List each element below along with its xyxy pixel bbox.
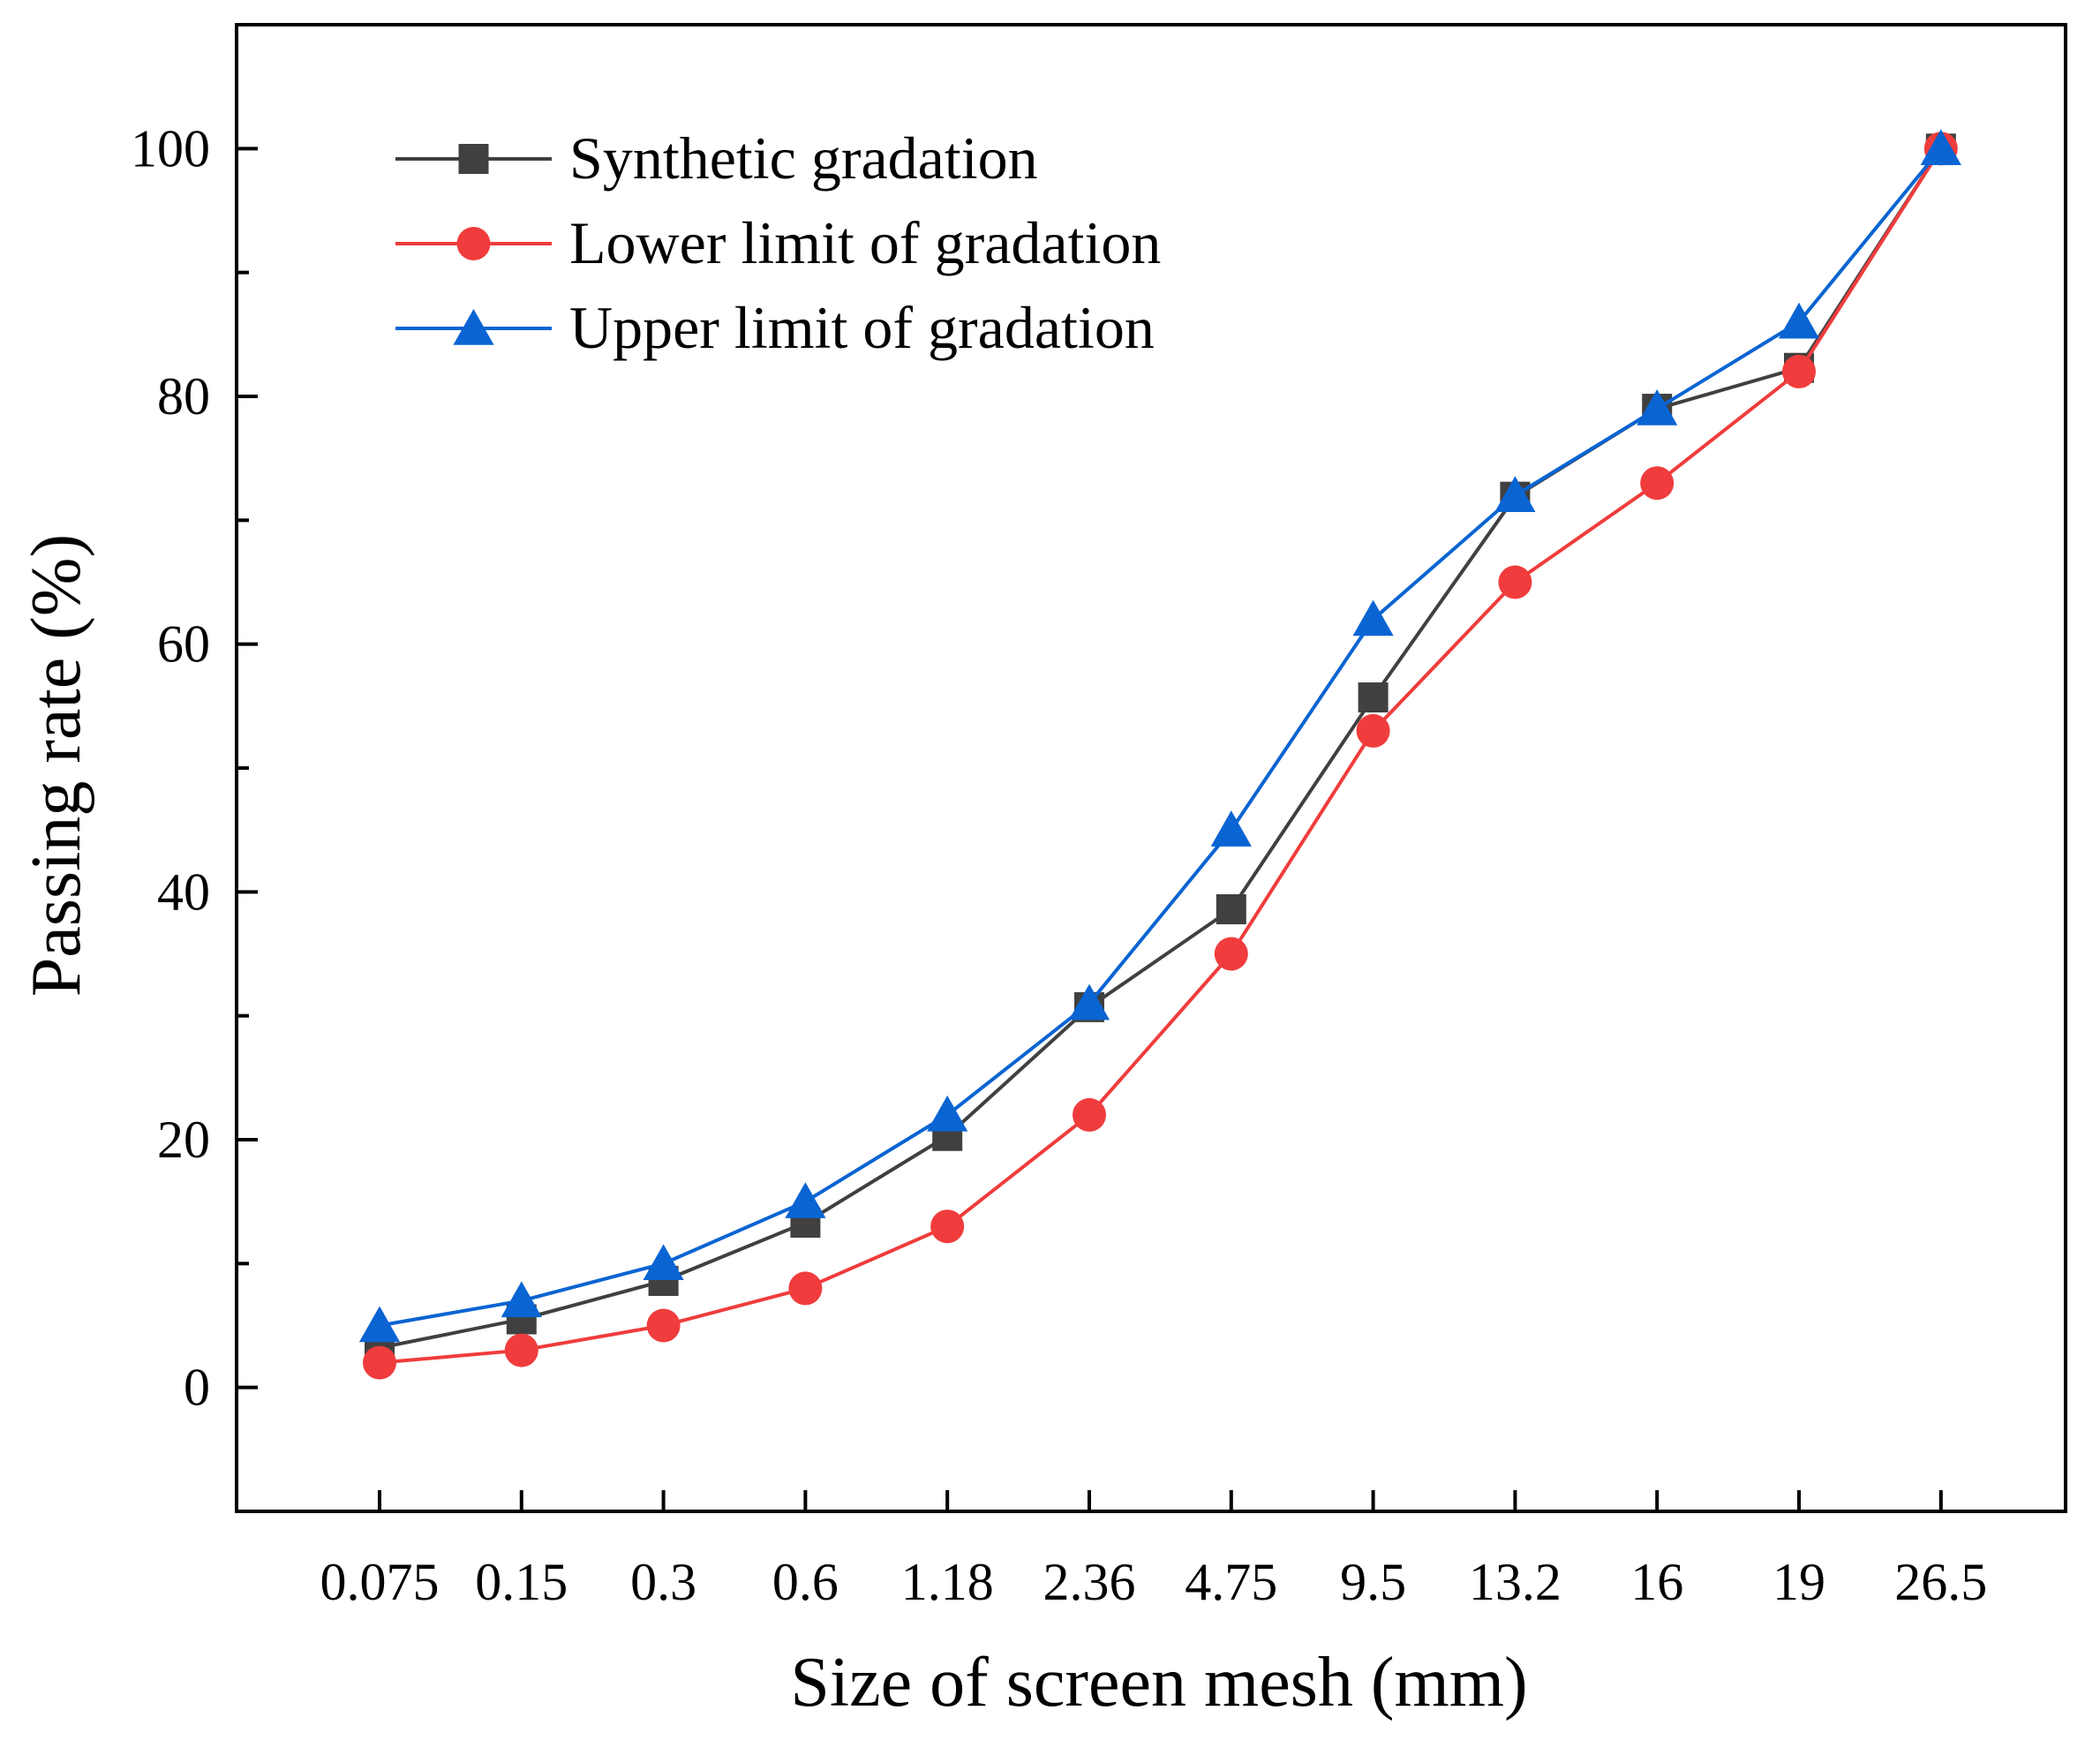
x-tick-label: 2.36 bbox=[1043, 1553, 1136, 1611]
data-point bbox=[1920, 129, 1961, 166]
data-point bbox=[1216, 893, 1246, 924]
x-tick-label: 4.75 bbox=[1185, 1553, 1277, 1611]
data-point bbox=[1782, 354, 1816, 388]
data-point bbox=[1358, 682, 1389, 713]
legend-label: Upper limit of gradation bbox=[569, 294, 1155, 361]
x-tick-label: 0.6 bbox=[772, 1553, 839, 1611]
data-point bbox=[1073, 1097, 1106, 1132]
x-tick-label: 0.075 bbox=[320, 1553, 440, 1611]
data-point bbox=[1778, 302, 1820, 339]
data-point bbox=[788, 1271, 823, 1306]
legend-label: Lower limit of gradation bbox=[569, 209, 1161, 276]
x-axis-title: Size of screen mesh (mm) bbox=[790, 1644, 1527, 1721]
y-tick-label: 20 bbox=[157, 1111, 210, 1169]
axes-layer: 0 20 40 60 80 100 0.075 0.15 0.3 0.6 1.18 2.36 4.75 9… bbox=[131, 23, 2067, 1611]
data-point bbox=[1214, 937, 1248, 971]
data-point bbox=[358, 1306, 401, 1343]
legend-marker bbox=[453, 309, 494, 345]
data-point bbox=[927, 1095, 968, 1132]
data-point bbox=[646, 1308, 681, 1343]
y-tick-label: 40 bbox=[157, 862, 210, 921]
legend-entry: Synthetic gradation bbox=[395, 124, 1038, 192]
data-point bbox=[1210, 810, 1252, 847]
data-point bbox=[1356, 713, 1390, 748]
x-tick-label: 26.5 bbox=[1894, 1553, 1987, 1611]
data-point bbox=[1494, 476, 1536, 512]
x-tick-label: 19 bbox=[1773, 1553, 1825, 1611]
series-line bbox=[379, 147, 1943, 1328]
data-point bbox=[501, 1281, 542, 1318]
legend-label: Synthetic gradation bbox=[569, 124, 1038, 192]
series-2 bbox=[358, 129, 1961, 1343]
data-point bbox=[643, 1244, 684, 1281]
data-point bbox=[1640, 466, 1675, 501]
legend-marker bbox=[458, 144, 489, 174]
x-tick-label: 13.2 bbox=[1469, 1553, 1562, 1611]
data-point bbox=[1498, 565, 1532, 599]
x-tick-label: 1.18 bbox=[901, 1553, 994, 1611]
data-point bbox=[1352, 599, 1394, 636]
y-tick-label: 100 bbox=[131, 119, 210, 177]
data-point bbox=[504, 1333, 538, 1367]
data-point bbox=[930, 1209, 965, 1244]
data-point bbox=[785, 1182, 826, 1218]
legend-entry: Lower limit of gradation bbox=[395, 209, 1161, 276]
y-tick-label: 0 bbox=[184, 1359, 210, 1417]
data-point bbox=[363, 1345, 396, 1380]
legend-marker bbox=[456, 227, 491, 260]
y-tick-label: 80 bbox=[157, 367, 210, 426]
series-layer bbox=[358, 129, 1961, 1380]
series-1 bbox=[363, 132, 1958, 1380]
series-line bbox=[379, 147, 1943, 1365]
y-axis-title: Passing rate (%) bbox=[18, 534, 95, 997]
data-point bbox=[1637, 389, 1678, 426]
series-line bbox=[379, 147, 1943, 1350]
y-tick-label: 60 bbox=[157, 615, 210, 674]
x-tick-label: 0.15 bbox=[475, 1553, 568, 1611]
legend: Synthetic gradation Lower limit of gradat… bbox=[395, 124, 1161, 361]
x-tick-label: 9.5 bbox=[1340, 1553, 1406, 1611]
data-point bbox=[1068, 983, 1110, 1021]
x-tick-label: 16 bbox=[1630, 1553, 1683, 1611]
x-tick-label: 0.3 bbox=[630, 1553, 696, 1611]
legend-entry: Upper limit of gradation bbox=[395, 294, 1155, 361]
